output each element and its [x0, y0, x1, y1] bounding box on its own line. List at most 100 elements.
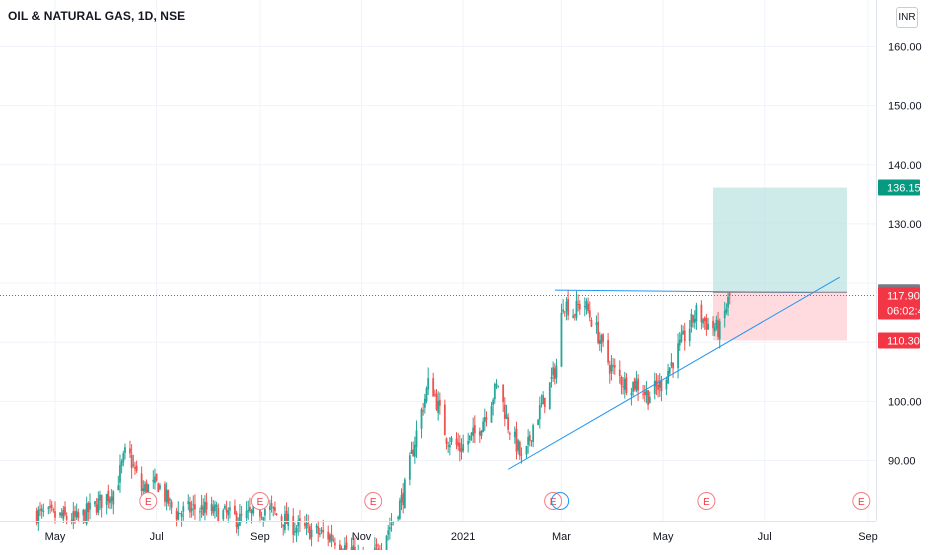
- candle: [577, 294, 579, 311]
- candle-body: [567, 299, 569, 315]
- candle: [49, 499, 51, 514]
- candle-body: [597, 322, 599, 343]
- candle-body: [386, 536, 388, 550]
- candle: [596, 315, 598, 333]
- candle-body: [322, 530, 324, 533]
- candle: [332, 535, 334, 542]
- candle-body: [472, 428, 474, 436]
- candle-body: [134, 467, 136, 469]
- candle-body: [672, 363, 674, 369]
- candle: [671, 353, 673, 368]
- candle: [451, 436, 453, 445]
- candle: [619, 360, 621, 383]
- candle: [381, 543, 383, 550]
- candle-body: [179, 513, 181, 514]
- candle-body: [189, 502, 191, 513]
- candle-body: [586, 301, 588, 309]
- long-position-zones[interactable]: [713, 188, 847, 341]
- candle: [646, 381, 648, 403]
- candle: [552, 361, 554, 382]
- candle: [284, 506, 286, 534]
- earnings-marker[interactable]: E: [251, 493, 268, 510]
- candle: [226, 501, 228, 519]
- candle: [204, 495, 206, 520]
- candle: [692, 315, 694, 328]
- candle-body: [154, 477, 156, 484]
- candle-body: [467, 441, 469, 445]
- candle-body: [217, 508, 219, 522]
- candle: [321, 527, 323, 534]
- loss-zone[interactable]: [713, 292, 847, 340]
- candle: [397, 516, 399, 522]
- candle: [211, 497, 213, 516]
- candle: [241, 506, 243, 522]
- candle-body: [159, 485, 161, 489]
- price-tick-label: 150.00: [888, 101, 922, 113]
- support-trendline[interactable]: [508, 277, 840, 469]
- candle-body: [49, 506, 51, 508]
- candle: [131, 444, 133, 478]
- candle: [122, 451, 124, 467]
- earnings-marker[interactable]: E: [365, 493, 382, 510]
- candle: [544, 398, 546, 414]
- candle: [702, 318, 704, 328]
- symbol-title[interactable]: OIL & NATURAL GAS, 1D, NSE: [8, 9, 185, 23]
- candle-body: [192, 504, 194, 505]
- candle: [357, 545, 359, 550]
- candle-body: [539, 405, 541, 419]
- candle-body: [556, 366, 558, 379]
- candle: [659, 373, 661, 397]
- candle: [481, 430, 483, 439]
- candle: [574, 314, 576, 321]
- candle: [494, 383, 496, 404]
- candle: [296, 525, 298, 542]
- candle-body: [725, 309, 727, 313]
- earnings-marker[interactable]: E: [545, 493, 562, 510]
- candle-body: [212, 506, 214, 513]
- candle: [171, 499, 173, 514]
- earnings-marker[interactable]: E: [140, 493, 157, 510]
- candle-body: [317, 527, 319, 534]
- candle: [679, 332, 681, 351]
- currency-button[interactable]: INR: [896, 7, 918, 28]
- candle: [682, 325, 684, 334]
- candle-body: [661, 380, 663, 391]
- candle: [537, 419, 539, 425]
- candle-body: [506, 415, 508, 419]
- candle-body: [249, 507, 251, 511]
- candle-body: [47, 507, 49, 508]
- candle-body: [152, 480, 154, 482]
- candle: [479, 428, 481, 443]
- candle-body: [521, 455, 523, 456]
- candle: [492, 398, 494, 416]
- candle: [707, 318, 709, 330]
- candle: [346, 535, 348, 550]
- candle: [432, 373, 434, 397]
- earnings-marker[interactable]: E: [698, 493, 715, 510]
- candle: [434, 390, 436, 397]
- candle: [667, 364, 669, 384]
- candle: [632, 381, 634, 396]
- candle: [106, 494, 108, 515]
- candle: [164, 481, 166, 506]
- candle-body: [456, 439, 458, 445]
- candle-body: [181, 514, 183, 517]
- candle-body: [236, 513, 238, 527]
- candle-body: [276, 514, 278, 515]
- candle: [637, 374, 639, 401]
- earnings-marker[interactable]: E: [853, 493, 870, 510]
- candle: [572, 309, 574, 319]
- candle: [194, 494, 196, 520]
- candle: [486, 411, 488, 426]
- candle: [59, 512, 61, 518]
- candle: [239, 504, 241, 526]
- candle: [611, 355, 613, 380]
- candle-body: [577, 304, 579, 305]
- candle-body: [402, 493, 404, 505]
- candle-body: [596, 322, 598, 324]
- candle-body: [591, 320, 593, 327]
- candle: [77, 509, 79, 523]
- profit-zone[interactable]: [713, 188, 847, 293]
